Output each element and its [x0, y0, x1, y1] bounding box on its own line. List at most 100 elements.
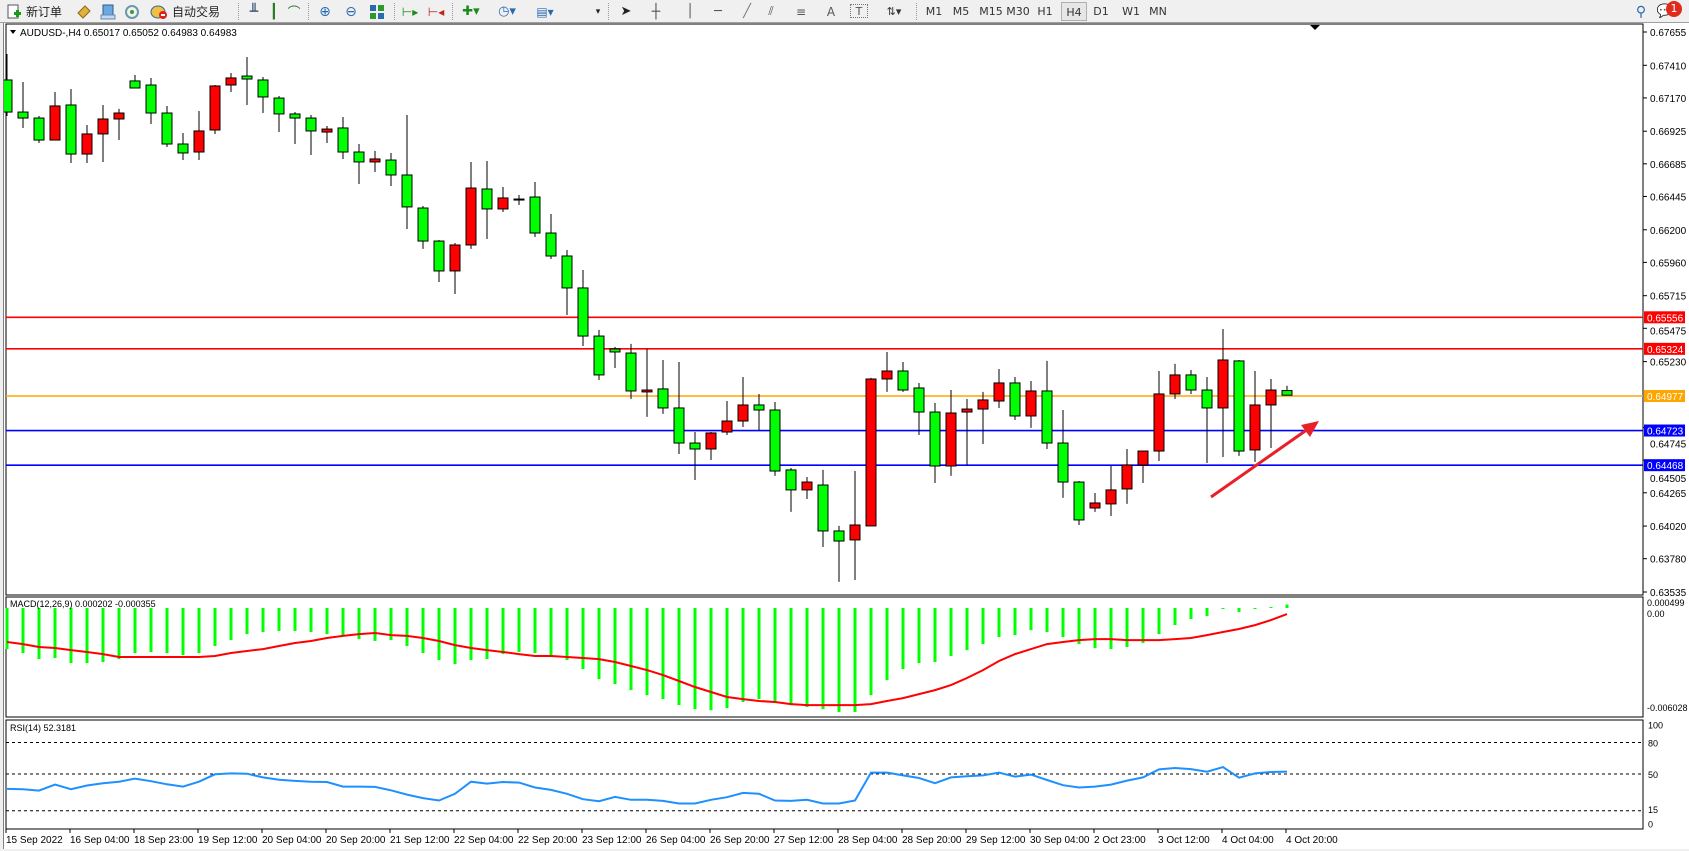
toolbar-dropdown-icon[interactable]: ▾ — [595, 6, 601, 17]
indicators-icon[interactable]: ▤▾ — [536, 4, 554, 19]
market-watch-icon[interactable] — [98, 2, 118, 21]
candle — [769, 401, 781, 476]
macd-histogram-bar — [421, 608, 425, 654]
macd-histogram-bar — [1061, 608, 1065, 637]
timeframe-h4[interactable]: H4 — [1061, 2, 1087, 21]
auto-trade-icon[interactable] — [148, 2, 170, 21]
candle — [385, 152, 397, 186]
cursor-icon[interactable]: ➤ — [620, 4, 632, 19]
macd-histogram-bar — [965, 608, 969, 651]
line-chart-icon[interactable]: ⌒ — [287, 6, 301, 21]
candle — [1201, 376, 1213, 464]
crosshair-icon[interactable]: ┼ — [651, 3, 661, 20]
toolbar: 新订单 自动交易 ╨ ┃ ⌒ ⊕ ⊖ ⊢▸ ⊢◂ ✚▾ ◷▾ ▤▾ ▾ ➤ ┼ … — [0, 0, 1689, 23]
time-label: 20 Sep 04:00 — [262, 835, 322, 846]
macd-histogram-bar — [245, 608, 249, 635]
chart-window[interactable]: 0.67655 0.67410 0.67170 0.66925 0.66685 0.664… — [3, 23, 1689, 849]
auto-trade-button[interactable]: 自动交易 — [172, 5, 221, 19]
time-label: 20 Sep 20:00 — [326, 835, 386, 846]
candle — [881, 351, 893, 392]
arrows-icon[interactable]: ⇅▾ — [886, 5, 902, 18]
candle — [1137, 450, 1149, 483]
trendline-icon[interactable]: ╱ — [743, 4, 751, 19]
signals-icon[interactable] — [122, 2, 142, 21]
time-label: 19 Sep 12:00 — [198, 835, 258, 846]
chart-shift-marker-icon[interactable] — [1310, 25, 1320, 30]
zoom-in-icon[interactable]: ⊕ — [319, 3, 331, 20]
macd-histogram-bar — [1013, 608, 1017, 636]
candle — [1185, 370, 1197, 394]
timeframe-w1[interactable]: W1 — [1122, 5, 1140, 18]
candle-body — [161, 112, 173, 145]
candle-body — [945, 412, 957, 467]
chart-shift-icon[interactable]: ⊢◂ — [427, 4, 445, 19]
price-level-badge — [1644, 389, 1685, 402]
candle — [33, 115, 45, 144]
candle-body — [353, 151, 365, 163]
candle — [945, 390, 957, 476]
price-tick-label: 0.63535 — [1650, 588, 1687, 599]
candle-body — [529, 196, 541, 234]
candle-body — [449, 244, 461, 272]
timeframe-m15[interactable]: M15 — [979, 5, 1003, 18]
candle — [753, 393, 765, 430]
template-icon[interactable]: ✚▾ — [462, 4, 480, 19]
candle — [929, 402, 941, 483]
candle — [1281, 385, 1293, 396]
equidistant-channel-icon[interactable]: ⫽ — [768, 4, 774, 18]
timeframe-d1[interactable]: D1 — [1093, 5, 1109, 18]
vertical-line-icon[interactable]: │ — [686, 4, 694, 19]
time-label: 3 Oct 12:00 — [1158, 835, 1210, 846]
horizontal-line-icon[interactable]: ─ — [714, 4, 722, 19]
candlestick-icon[interactable]: ┃ — [269, 3, 279, 20]
chart-canvas[interactable]: 0.67655 0.67410 0.67170 0.66925 0.66685 0.664… — [4, 23, 1689, 849]
candle-body — [1009, 382, 1021, 417]
macd-histogram-bar — [1109, 608, 1113, 650]
candle-body — [753, 404, 765, 411]
annotation-arrow[interactable] — [1210, 427, 1309, 499]
price-tick-label: 0.65960 — [1650, 258, 1687, 269]
new-order-icon[interactable] — [4, 2, 24, 21]
candle-body — [481, 188, 493, 210]
tile-windows-icon[interactable] — [366, 2, 388, 21]
metaeditor-icon[interactable] — [74, 2, 94, 21]
chart-menu-triangle-icon[interactable] — [10, 30, 16, 34]
candle-body — [769, 409, 781, 472]
macd-label: MACD(12,26,9) 0.000202 -0.000355 — [10, 599, 156, 609]
new-order-button[interactable]: 新订单 — [26, 5, 63, 19]
candle-body — [673, 407, 685, 444]
macd-histogram-bar — [37, 608, 41, 660]
timeframe-m30[interactable]: M30 — [1006, 5, 1030, 18]
candle-body — [1281, 390, 1293, 396]
periods-icon[interactable]: ◷▾ — [498, 4, 516, 19]
search-icon[interactable]: ⚲ — [1635, 3, 1647, 20]
price-level-label: 0.64723 — [1647, 427, 1684, 438]
candle — [705, 432, 717, 461]
macd-histogram-bar — [5, 608, 9, 650]
bar-chart-icon[interactable]: ╨ — [249, 3, 259, 20]
macd-histogram-bar — [133, 608, 137, 654]
macd-histogram-bar — [21, 608, 25, 654]
macd-histogram-bar — [389, 608, 393, 641]
auto-scroll-icon[interactable]: ⊢▸ — [401, 4, 419, 19]
timeframe-m5[interactable]: M5 — [952, 5, 970, 18]
macd-histogram-bar — [1077, 608, 1081, 645]
candle — [817, 469, 829, 548]
candle-body — [321, 128, 333, 133]
candle-body — [657, 388, 669, 409]
timeframe-mn[interactable]: MN — [1149, 5, 1167, 18]
candle — [225, 73, 237, 92]
text-label-icon[interactable]: T — [850, 4, 868, 18]
zoom-out-icon[interactable]: ⊖ — [345, 3, 357, 20]
timeframe-h1[interactable]: H1 — [1037, 5, 1053, 18]
macd-histogram-bar — [1173, 608, 1177, 626]
fibonacci-icon[interactable]: ≡ — [795, 4, 807, 19]
timeframe-m1[interactable]: M1 — [925, 5, 943, 18]
candle-body — [913, 387, 925, 413]
candle — [193, 110, 205, 161]
candle — [593, 329, 605, 380]
candle — [81, 124, 93, 164]
candle-body — [929, 411, 941, 467]
text-icon[interactable]: A — [826, 4, 836, 19]
notification-badge[interactable]: 1 — [1666, 1, 1682, 17]
